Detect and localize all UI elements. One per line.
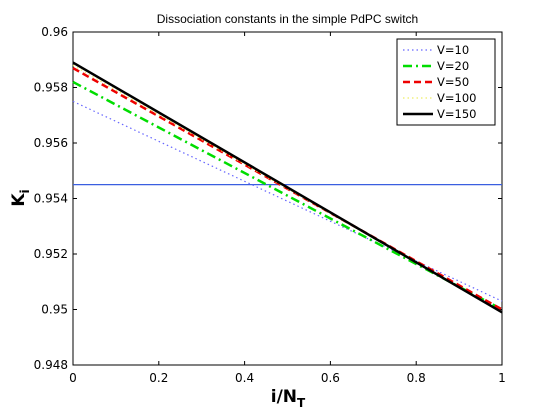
y-tick-label: 0.954 (34, 192, 68, 206)
legend-label: V=100 (437, 91, 476, 105)
legend-label: V=10 (437, 43, 469, 57)
x-tick-label: 0.4 (235, 371, 254, 385)
x-tick-label: 1 (498, 371, 506, 385)
y-tick-label: 0.96 (41, 25, 68, 39)
x-axis-label: i/NT (271, 387, 306, 410)
legend-label: V=20 (437, 59, 469, 73)
y-tick-label: 0.95 (41, 303, 68, 317)
y-tick-label: 0.948 (34, 358, 68, 372)
x-tick-label: 0.6 (321, 371, 340, 385)
series-line-v150 (72, 61, 503, 314)
legend-box (396, 38, 496, 126)
x-tick-label: 0.8 (407, 371, 426, 385)
chart-title: Dissociation constants in the simple PdP… (157, 12, 418, 26)
legend-label: V=50 (437, 75, 469, 89)
legend-label: V=150 (437, 107, 476, 121)
y-tick-label: 0.952 (34, 247, 68, 261)
y-axis-label: Ki (9, 189, 32, 206)
x-tick-label: 0 (69, 371, 77, 385)
y-tick-label: 0.958 (34, 81, 68, 95)
legend: V=10 V=20 V=50 V=100 V=150 (396, 38, 496, 126)
x-tick-label: 0.2 (149, 371, 168, 385)
y-tick-label: 0.956 (34, 136, 68, 150)
